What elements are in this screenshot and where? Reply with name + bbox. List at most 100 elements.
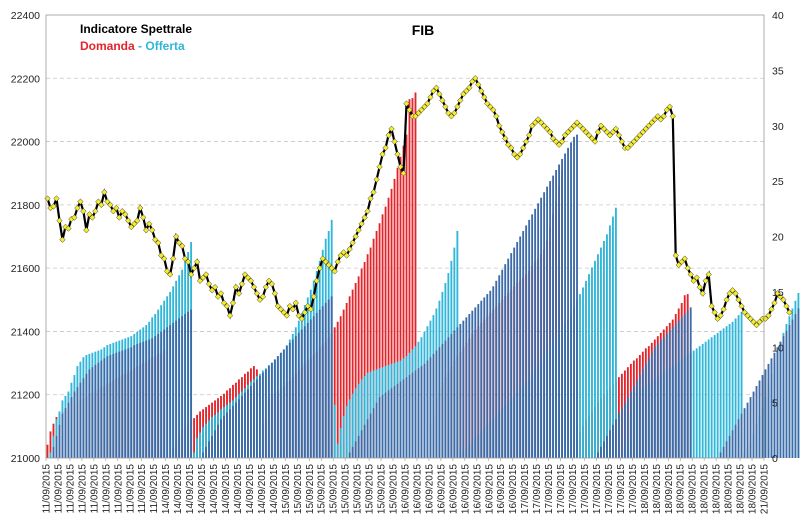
- bar-blu: [797, 308, 800, 458]
- bar-domanda: [372, 238, 375, 458]
- bar-blu: [393, 386, 396, 458]
- price-marker: [116, 214, 123, 221]
- bar-blu: [483, 297, 486, 458]
- bar-blu: [244, 392, 246, 458]
- bar-blu: [226, 412, 228, 458]
- x-axis-tick-label: 14/09/2015: [185, 464, 196, 514]
- bar-blu: [758, 380, 761, 458]
- bar-domanda: [381, 214, 384, 458]
- bar-blu: [767, 363, 770, 458]
- bar-blu: [145, 340, 148, 458]
- bar-domanda: [393, 178, 396, 458]
- bar-blu: [609, 430, 611, 458]
- legend-offerta: Offerta: [145, 39, 185, 53]
- price-marker: [217, 290, 225, 297]
- bar-offerta: [597, 254, 599, 458]
- bar-blu: [303, 326, 306, 458]
- bar-offerta: [701, 343, 704, 458]
- price-marker: [316, 264, 323, 272]
- bar-blu: [686, 310, 689, 458]
- bar-domanda: [387, 197, 390, 459]
- price-marker: [466, 84, 473, 91]
- bar-blu: [510, 253, 513, 458]
- bar-offerta: [345, 405, 348, 458]
- price-marker: [612, 125, 620, 133]
- x-axis-tick-label: 11/09/2015: [125, 464, 136, 514]
- left-axis-tick-label: 21800: [11, 200, 40, 212]
- price-marker: [496, 122, 503, 129]
- price-marker: [214, 293, 222, 300]
- x-axis-tick-label: 16/09/2015: [508, 464, 519, 514]
- bar-offerta: [199, 432, 201, 458]
- price-marker: [534, 116, 542, 123]
- price-marker: [567, 125, 575, 133]
- price-marker: [552, 138, 560, 145]
- bar-blu: [255, 379, 258, 458]
- bar-blu: [408, 374, 411, 458]
- bar-offerta: [336, 443, 339, 458]
- price-marker: [735, 296, 742, 303]
- price-marker: [125, 217, 132, 224]
- bar-blu: [61, 413, 64, 458]
- price-marker: [508, 144, 515, 152]
- bar-blu: [492, 286, 495, 458]
- bar-blu: [516, 242, 519, 458]
- price-marker: [385, 132, 392, 139]
- price-marker: [391, 138, 398, 145]
- bar-blu: [285, 346, 288, 458]
- price-marker: [672, 252, 679, 259]
- bar-blu: [312, 316, 315, 458]
- bar-offerta: [588, 274, 590, 458]
- bar-offerta: [740, 311, 743, 458]
- bar-blu: [184, 314, 187, 458]
- price-marker: [310, 293, 317, 300]
- price-marker: [44, 195, 51, 202]
- bar-blu: [261, 372, 264, 458]
- price-marker: [152, 236, 159, 243]
- bar-blu: [770, 358, 773, 458]
- price-marker: [128, 223, 135, 231]
- price-marker: [726, 290, 733, 297]
- left-axis-tick-label: 21600: [11, 263, 40, 275]
- price-marker: [600, 125, 608, 133]
- bar-blu: [474, 307, 477, 458]
- bar-blu: [453, 330, 456, 458]
- bar-blu: [136, 343, 139, 458]
- bar-blu: [294, 336, 297, 458]
- price-marker: [675, 261, 682, 269]
- price-marker: [265, 277, 273, 284]
- bar-blu: [190, 309, 193, 458]
- bar-domanda: [402, 145, 405, 458]
- bar-blu: [779, 341, 782, 458]
- price-marker: [149, 227, 156, 234]
- bar-blu: [235, 402, 237, 458]
- price-marker: [122, 211, 129, 218]
- bar-blu: [139, 342, 142, 458]
- left-axis-tick-label: 21000: [11, 453, 40, 465]
- x-axis-tick-label: 11/09/2015: [77, 464, 88, 514]
- price-marker: [164, 268, 171, 275]
- price-marker: [579, 125, 587, 133]
- bar-blu: [603, 441, 605, 458]
- bar-offerta: [600, 247, 602, 458]
- price-marker: [445, 109, 452, 117]
- bar-blu: [671, 327, 674, 458]
- bar-offerta: [594, 260, 596, 458]
- bar-blu: [620, 408, 623, 458]
- price-marker: [714, 315, 721, 322]
- price-marker: [660, 113, 667, 120]
- bar-blu: [534, 208, 537, 458]
- price-marker: [606, 132, 614, 139]
- price-marker: [630, 138, 638, 145]
- left-axis-tick-label: 21400: [11, 326, 40, 338]
- price-marker: [322, 258, 329, 265]
- x-axis-tick-label: 18/09/2015: [712, 464, 723, 514]
- bar-blu: [540, 197, 543, 459]
- price-marker: [113, 204, 120, 212]
- bar-offerta: [719, 330, 722, 458]
- bar-blu: [309, 319, 312, 458]
- price-marker: [307, 306, 314, 313]
- bar-domanda: [193, 418, 196, 458]
- price-marker: [202, 271, 210, 278]
- price-marker: [711, 309, 718, 316]
